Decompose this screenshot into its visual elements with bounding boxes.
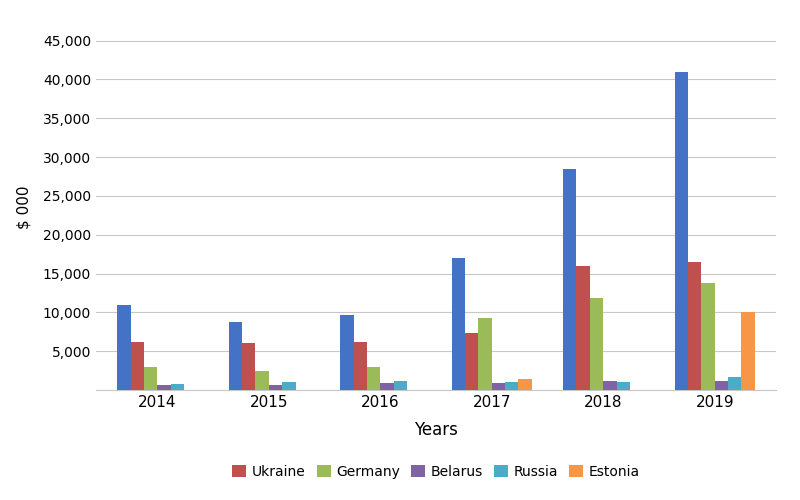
- Bar: [505, 382, 518, 390]
- Bar: [603, 382, 617, 390]
- Bar: [577, 266, 590, 390]
- Bar: [492, 383, 505, 390]
- Bar: [144, 366, 158, 390]
- Bar: [478, 318, 492, 390]
- Bar: [688, 262, 702, 390]
- Bar: [340, 314, 354, 390]
- Bar: [117, 304, 130, 390]
- Bar: [367, 366, 380, 390]
- Bar: [590, 298, 603, 390]
- Bar: [242, 342, 255, 390]
- Bar: [728, 377, 742, 390]
- Bar: [269, 386, 282, 390]
- Legend: Ukraine, Germany, Belarus, Russia, Estonia: Ukraine, Germany, Belarus, Russia, Eston…: [227, 459, 645, 484]
- Bar: [255, 372, 269, 390]
- Bar: [452, 258, 465, 390]
- Bar: [158, 386, 170, 390]
- Bar: [617, 382, 630, 390]
- Bar: [563, 168, 577, 390]
- Bar: [229, 322, 242, 390]
- Bar: [354, 342, 367, 390]
- Bar: [380, 383, 394, 390]
- Bar: [714, 382, 728, 390]
- Bar: [170, 384, 184, 390]
- Bar: [394, 382, 407, 390]
- X-axis label: Years: Years: [414, 421, 458, 439]
- Bar: [674, 72, 688, 390]
- Y-axis label: $ 000: $ 000: [17, 186, 32, 229]
- Bar: [518, 379, 532, 390]
- Bar: [465, 332, 478, 390]
- Bar: [130, 342, 144, 390]
- Bar: [742, 312, 755, 390]
- Bar: [702, 283, 714, 390]
- Bar: [282, 382, 295, 390]
